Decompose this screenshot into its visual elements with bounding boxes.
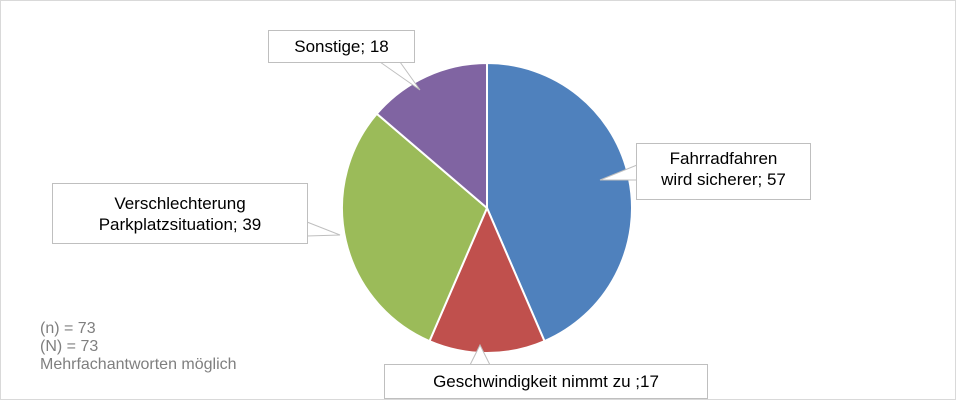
note: Mehrfachantworten möglich [40,356,237,373]
data-label: Fahrradfahren wird sicherer; 57 [636,143,811,200]
pie-slice [375,61,488,211]
callout-pointer [469,343,491,366]
callout-pointer [379,61,421,91]
pie-slice [341,112,489,343]
note: (n) = 73 [40,320,96,337]
note: (N) = 73 [40,338,99,355]
data-label: Geschwindigkeit nimmt zu ;17 [384,364,708,399]
data-label: Sonstige; 18 [268,30,415,63]
callout-pointer [599,164,638,181]
callout-pointer [306,221,341,237]
data-label: Verschlechterung Parkplatzsituation; 39 [52,183,308,244]
pie-slice [428,205,546,354]
